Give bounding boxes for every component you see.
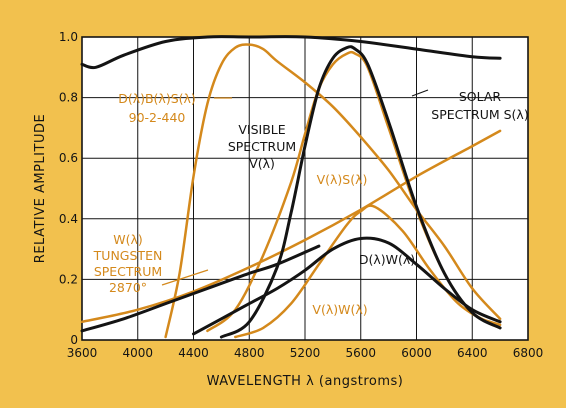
y-tick-label: 0.4 [59,212,78,226]
x-tick-label: 3600 [67,346,98,360]
series-line-tungsten [80,129,502,324]
series-line-dbs [164,43,502,339]
annotation-dbs: D(λ)B(λ)S(λ) 90-2-440 [118,91,196,125]
annotation-vw: V(λ)W(λ) [312,302,367,317]
y-tick-label: 1.0 [59,30,78,44]
annotation-dw: D(λ)W(λ) [359,252,415,267]
annotation-line: VISIBLE [238,122,285,137]
x-tick-label: 4400 [178,346,209,360]
annotation-line: V(λ) [249,156,275,171]
annotation-line: D(λ)B(λ)S(λ) [118,91,196,106]
leader-tungsten [161,269,209,286]
leader-solar [411,89,429,97]
x-tick-label: 5600 [345,346,376,360]
annotation-tungsten: W(λ) TUNGSTEN SPECTRUM 2870° [93,232,163,295]
annotation-vs: V(λ)S(λ) [317,172,368,187]
series-line-visible [219,45,502,339]
annotation-line: 2870° [109,280,147,295]
y-axis-title: RELATIVE AMPLITUDE [33,114,48,263]
y-tick-label: 0 [70,333,78,347]
annotation-line: 90-2-440 [129,110,186,125]
x-tick-label: 6400 [457,346,488,360]
series-line-dw [192,236,502,336]
annotation-line: V(λ)W(λ) [312,302,367,317]
annotation-line: TUNGSTEN [93,248,163,263]
annotation-line: W(λ) [113,232,143,247]
series-line-vw [234,204,502,339]
x-tick-label: 5200 [290,346,321,360]
series-layer [80,35,502,339]
y-tick-label: 0.2 [59,272,78,286]
annotation-line: V(λ)S(λ) [317,172,368,187]
x-tick-label: 6800 [513,346,544,360]
annotation-line: SOLAR [459,89,502,104]
x-tick-label: 4000 [122,346,153,360]
annotation-line: SPECTRUM [94,264,162,279]
x-axis-title: WAVELENGTH λ (angstroms) [207,374,404,389]
x-tick-label: 6000 [401,346,432,360]
series-line-tungsten-black [80,244,321,333]
series-line-solar [80,35,502,70]
annotation-solar: SOLAR SPECTRUM S(λ) [431,89,528,122]
annotation-visible: VISIBLE SPECTRUM V(λ) [228,122,296,171]
annotation-line: SPECTRUM S(λ) [431,107,528,122]
tick-labels: 3600 4000 4400 4800 5200 5600 6000 6400 6800 0 0.2… [59,30,543,360]
y-tick-label: 0.6 [59,151,78,165]
annotation-line: D(λ)W(λ) [359,252,415,267]
annotation-line: SPECTRUM [228,139,296,154]
y-tick-label: 0.8 [59,91,78,105]
x-tick-label: 4800 [234,346,265,360]
